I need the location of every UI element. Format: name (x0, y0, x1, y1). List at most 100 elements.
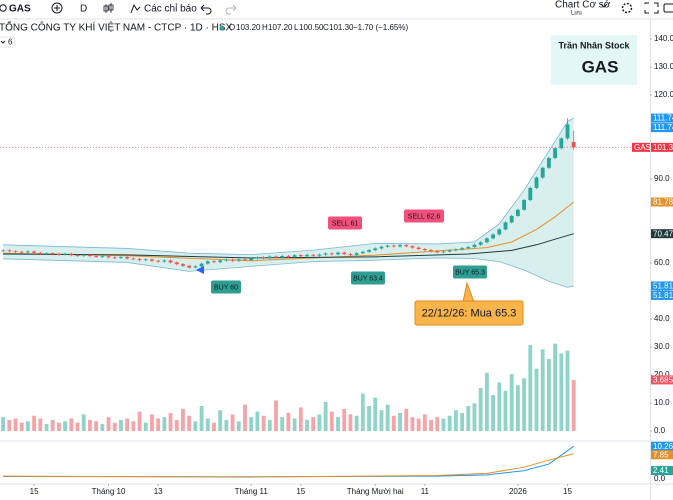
axis-label: 2.41 (653, 466, 669, 475)
candle-body (329, 253, 334, 255)
candle-body (243, 259, 247, 261)
candle-body (218, 260, 223, 263)
volume-bar (1, 417, 6, 431)
callout-pointer (462, 281, 475, 303)
indicators[interactable]: Các chỉ báo (144, 3, 197, 15)
settings[interactable] (621, 2, 633, 14)
volume-bar (100, 424, 105, 431)
candle-body (267, 256, 272, 259)
volume-bar (478, 388, 483, 431)
legend-h-label: H (262, 23, 268, 32)
candle-body (255, 257, 260, 259)
save[interactable]: Lưu (571, 11, 582, 17)
callout-text: 22/12/26: Mua 65.3 (422, 307, 517, 319)
volume-bar (317, 414, 322, 431)
candle-body (422, 249, 427, 251)
axis-label: 3.685M (653, 376, 673, 385)
candle-body (119, 257, 123, 258)
snapshot[interactable] (663, 3, 673, 13)
volume-bar (515, 385, 520, 431)
candle-body (503, 222, 508, 230)
candle-body (174, 262, 179, 265)
candle-body (187, 265, 192, 268)
volume-bar (131, 421, 136, 431)
axis-label-bg (651, 142, 673, 152)
band-fill (3, 118, 574, 288)
volume-bar (528, 345, 533, 431)
candle-body (342, 252, 347, 255)
volume-bar (565, 350, 570, 431)
candle-body (367, 250, 371, 252)
volume-bar (199, 406, 204, 431)
candle-body (168, 260, 173, 263)
y-tick-label: 90.0 (654, 174, 670, 183)
candle-body (453, 249, 458, 251)
volume-bar (112, 422, 117, 431)
axis-label-bg (651, 113, 673, 123)
candle-body (497, 229, 502, 235)
volume-bar (230, 414, 235, 431)
volume-bar (336, 417, 340, 431)
signal-box (404, 209, 444, 223)
candle-body (534, 177, 539, 188)
axis-label: 111.74 (653, 123, 673, 132)
redo[interactable] (225, 4, 237, 15)
volume-bar (404, 408, 409, 431)
undo[interactable] (200, 4, 212, 15)
candle-body (391, 245, 396, 247)
candle-body (38, 252, 43, 254)
volume-bar (162, 417, 167, 431)
volume-bar (143, 422, 148, 431)
signal-label: SELL 61 (332, 220, 359, 227)
axis-label-bg (651, 197, 673, 207)
volume-bar (261, 415, 266, 431)
volume-bar (367, 406, 371, 431)
candle-body (429, 250, 433, 252)
volume-bar (212, 422, 216, 431)
y-tick-label: 130.0 (654, 62, 673, 71)
candle-body (323, 253, 328, 255)
volume-bar (137, 411, 142, 431)
add-symbol[interactable] (51, 2, 63, 14)
axis-label: 7.85 (653, 450, 669, 459)
candle-body (199, 263, 204, 267)
indicator-count: 6 (8, 38, 13, 47)
search-icon[interactable] (0, 4, 7, 12)
y-tick-label: 60.0 (654, 258, 670, 267)
axis-label: 70.47 (653, 229, 673, 238)
watermark-box (551, 35, 637, 85)
volume-bar (484, 372, 489, 431)
chart-type[interactable] (103, 3, 114, 13)
volume-bar (453, 410, 458, 431)
x-tick-label: Tháng Mười hai (347, 487, 404, 496)
volume-bar (540, 349, 545, 431)
candle-body (150, 259, 154, 261)
plus (54, 5, 60, 11)
candle-body (298, 255, 303, 257)
candle-body (466, 247, 471, 249)
indicator-toggle[interactable] (0, 36, 16, 48)
legend-o: 103.20 (236, 23, 261, 32)
volume-bar (429, 419, 433, 431)
interval[interactable]: D (80, 4, 87, 15)
candle-body (131, 258, 136, 260)
band-lower (3, 257, 574, 288)
volume-bar (38, 418, 43, 431)
candle-body (373, 248, 378, 251)
toolbar: GAS D Các chỉ báo Chart Cơ sở Lưu (0, 0, 673, 20)
volume-bar (360, 393, 365, 431)
volume-bar (193, 421, 198, 431)
axis-tag-bg (632, 142, 650, 152)
candle-body (112, 257, 117, 259)
x-tick-label: 15 (30, 487, 39, 496)
candle-body (156, 260, 161, 262)
candle-body (311, 254, 316, 256)
axis-label-bg (651, 281, 673, 291)
symbol[interactable]: GAS (9, 4, 31, 15)
layout-name[interactable]: Chart Cơ sở (555, 0, 611, 11)
fullscreen[interactable] (644, 2, 659, 14)
volume-bar (224, 419, 229, 431)
volume-bar (56, 422, 61, 431)
legend-change: −1.70 (−1.65%) (353, 23, 408, 32)
